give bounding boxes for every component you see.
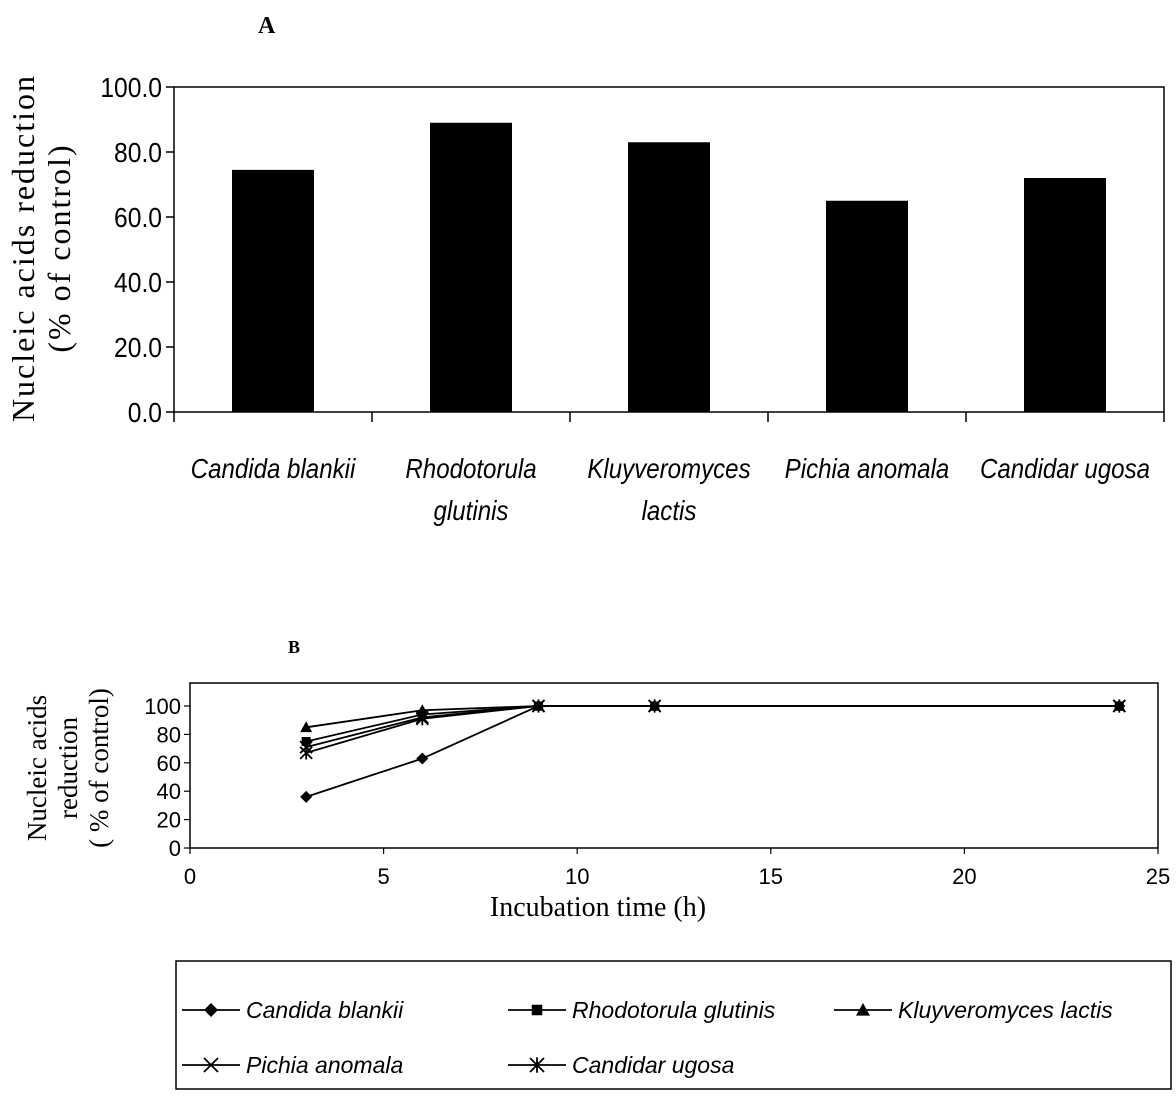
panel-a-bar bbox=[628, 142, 710, 412]
panel-a-y-axis: 0.0 20.0 40.0 60.0 80.0 100.0 bbox=[100, 72, 174, 429]
panel-b-xtick-label: 15 bbox=[759, 864, 783, 889]
panel-b-point bbox=[648, 699, 662, 713]
panel-b-ytick-label: 40 bbox=[157, 779, 181, 804]
panel-a-category-label: lactis bbox=[642, 494, 697, 526]
panel-a-category-label: Candidar ugosa bbox=[980, 452, 1150, 484]
legend-item: Candidar ugosa bbox=[508, 1052, 734, 1078]
panel-a-bar bbox=[1024, 178, 1106, 412]
panel-b-ytick-label: 100 bbox=[144, 694, 181, 719]
panel-a-ytick-label: 20.0 bbox=[114, 332, 162, 364]
panel-b-xtick-label: 25 bbox=[1146, 864, 1170, 889]
panel-a-category-label: Candida blankii bbox=[191, 452, 357, 484]
panel-b-y-axis: 0 20 40 60 80 100 bbox=[144, 694, 190, 861]
panel-b-xtick-label: 10 bbox=[565, 864, 589, 889]
panel-a-label: A bbox=[258, 13, 276, 39]
panel-b-series bbox=[299, 699, 1126, 803]
panel-a-bar bbox=[232, 169, 314, 412]
panel-a-bar bbox=[430, 122, 512, 412]
panel-a-category-label: Kluyveromyces bbox=[587, 452, 750, 484]
panel-a-ytick-label: 40.0 bbox=[114, 267, 162, 299]
legend-item: Candida blankii bbox=[182, 997, 404, 1023]
panel-a-x-axis bbox=[173, 412, 1165, 422]
panel-a-bar bbox=[826, 200, 908, 412]
panel-b-series-group bbox=[299, 699, 1126, 760]
panel-a-ytick-label: 100.0 bbox=[100, 72, 162, 104]
legend-marker bbox=[204, 1003, 218, 1017]
panel-b-point bbox=[299, 746, 313, 760]
panel-b-point bbox=[531, 699, 546, 713]
panel-a-ylabel-line2: (% of control) bbox=[41, 143, 77, 352]
legend-item: Rhodotorula glutinis bbox=[508, 997, 776, 1023]
panel-b-point bbox=[416, 704, 429, 716]
legend-item: Kluyveromyces lactis bbox=[834, 997, 1113, 1023]
legend-marker bbox=[856, 1003, 870, 1016]
legend-label: Candidar ugosa bbox=[572, 1052, 734, 1078]
legend-label: Candida blankii bbox=[246, 997, 404, 1023]
panel-a: A Nucleic acids reduction (% of control)… bbox=[5, 13, 1165, 526]
panel-b: B Nucleic acids reduction ( % of control… bbox=[22, 637, 1172, 1090]
panel-a-ylabel-line1: Nucleic acids reduction bbox=[5, 74, 41, 422]
panel-b-xtick-label: 0 bbox=[184, 864, 196, 889]
panel-b-series-line bbox=[305, 705, 1120, 798]
panel-b-point bbox=[415, 712, 429, 726]
panel-b-xtick-label: 20 bbox=[952, 864, 976, 889]
legend-item: Pichia anomala bbox=[182, 1052, 403, 1078]
panel-a-bars bbox=[232, 122, 1106, 412]
panel-b-point bbox=[1112, 699, 1126, 713]
panel-b-ytick-label: 0 bbox=[169, 836, 181, 861]
legend-marker bbox=[203, 1057, 219, 1073]
panel-b-legend: Candida blankii Rhodotorula glutinis Kluyv… bbox=[182, 997, 1113, 1078]
panel-b-point bbox=[300, 721, 313, 733]
legend-marker bbox=[529, 1057, 545, 1073]
panel-b-ylabel-line3: ( % of control) bbox=[84, 688, 114, 848]
panel-b-point bbox=[300, 790, 313, 803]
panel-a-ytick-label: 0.0 bbox=[128, 397, 162, 429]
panel-a-category-label: Pichia anomala bbox=[785, 452, 950, 484]
panel-b-ytick-label: 80 bbox=[157, 722, 181, 747]
panel-b-point bbox=[301, 737, 311, 746]
panel-b-ylabel-line2: reduction bbox=[53, 717, 83, 819]
panel-b-label: B bbox=[288, 637, 300, 657]
panel-b-x-axis: 0 5 10 15 20 25 bbox=[184, 848, 1170, 889]
panel-b-point bbox=[416, 752, 429, 765]
legend-marker bbox=[531, 1004, 543, 1016]
panel-b-legend-box bbox=[175, 960, 1172, 1090]
panel-a-category-labels: Candida blankii Rhodotorula glutinis Kluyve… bbox=[191, 452, 1150, 526]
panel-a-ytick-label: 80.0 bbox=[114, 137, 162, 169]
panel-b-ylabel-line1: Nucleic acids bbox=[22, 695, 52, 841]
panel-b-xtick-label: 5 bbox=[377, 864, 389, 889]
panel-a-category-label: Rhodotorula bbox=[405, 452, 536, 484]
panel-a-ylabel: Nucleic acids reduction (% of control) bbox=[5, 74, 77, 422]
legend-label: Rhodotorula glutinis bbox=[572, 997, 776, 1023]
panel-b-xlabel: Incubation time (h) bbox=[490, 892, 706, 923]
panel-b-ylabel: Nucleic acids reduction ( % of control) bbox=[22, 688, 114, 848]
panel-a-ytick-label: 60.0 bbox=[114, 202, 162, 234]
legend-label: Kluyveromyces lactis bbox=[898, 997, 1113, 1023]
panel-b-ytick-label: 20 bbox=[157, 808, 181, 833]
panel-a-category-label: glutinis bbox=[434, 494, 509, 526]
panel-b-series-group bbox=[301, 701, 1124, 746]
panel-b-ytick-label: 60 bbox=[157, 751, 181, 776]
panel-b-plot-area bbox=[189, 682, 1159, 849]
legend-label: Pichia anomala bbox=[246, 1052, 403, 1078]
